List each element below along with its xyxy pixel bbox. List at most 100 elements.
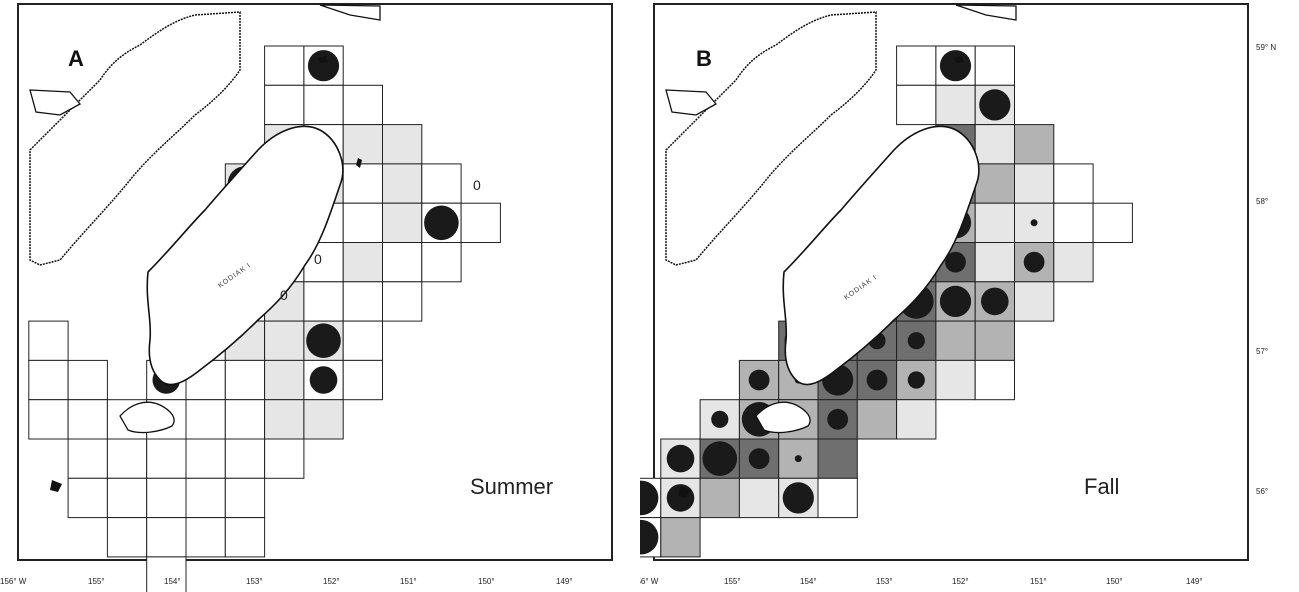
grid-cell	[896, 45, 937, 86]
catch-circle	[702, 441, 738, 476]
catch-circle	[794, 455, 802, 463]
catch-circle	[981, 287, 1009, 316]
grid-cell	[146, 517, 187, 558]
catch-circle	[939, 285, 972, 317]
grid-cell	[382, 281, 423, 322]
grid-cell	[303, 281, 344, 322]
catch-circle	[666, 444, 695, 473]
grid-cell	[699, 477, 740, 519]
catch-circle	[827, 408, 849, 430]
grid-cell	[67, 359, 108, 401]
longitude-labels-a: 156° W 155° 154° 153° 152° 151° 150° 149…	[0, 577, 573, 586]
grid-cell	[342, 124, 384, 165]
grid-cell	[382, 124, 423, 165]
zero-mark: 0	[280, 287, 288, 303]
grid-cell	[185, 399, 226, 440]
catch-circle	[907, 332, 925, 350]
grid-cell	[974, 242, 1016, 283]
grid-cell	[342, 163, 384, 204]
grid-cell	[28, 320, 69, 361]
lon-label: 153°	[876, 577, 893, 586]
panel-letter: A	[68, 46, 84, 71]
zero-mark: 0	[314, 251, 322, 267]
grid-cell	[1014, 163, 1055, 204]
grid-cell	[106, 438, 148, 479]
catch-circle	[945, 251, 966, 273]
grid-cell	[974, 45, 1016, 86]
grid-cell	[1014, 124, 1055, 165]
season-label: Summer	[470, 474, 553, 499]
grid-cell	[421, 242, 462, 283]
lat-label: 56°	[1256, 487, 1268, 496]
grid-cell	[856, 399, 898, 440]
longitude-labels-b: 156° W 155° 154° 153° 152° 151° 150° 149…	[640, 577, 1203, 586]
grid-cell	[738, 477, 780, 519]
catch-circle	[640, 519, 659, 555]
lon-label: 153°	[246, 577, 263, 586]
grid-cell	[896, 84, 937, 126]
grid-cell	[106, 477, 148, 519]
catch-circle	[907, 371, 925, 389]
catch-circle	[1023, 251, 1045, 273]
grid-cell	[382, 202, 423, 243]
grid-cell	[146, 556, 187, 592]
grid-cell	[185, 438, 226, 479]
grid-cell	[935, 359, 976, 401]
grid-cell	[974, 320, 1016, 361]
grid-cell	[896, 399, 937, 440]
grid-cell	[67, 399, 108, 440]
lon-label: 156° W	[0, 577, 27, 586]
grid-cell	[342, 320, 384, 361]
lat-label: 59° N	[1256, 43, 1276, 52]
season-label: Fall	[1084, 474, 1119, 499]
map-panel-b: B Fall KODIAK I 59° N 58° 57° 56° 156° W…	[640, 0, 1299, 592]
grid-cell	[224, 359, 266, 401]
map-panel-a: A Summer KODIAK I 0 0 0 156° W 155° 154°…	[0, 0, 640, 592]
catch-circle	[866, 369, 888, 391]
grid-cell	[817, 438, 858, 479]
grid-cell	[185, 517, 226, 558]
grid-cell	[264, 320, 305, 361]
lon-label: 150°	[1106, 577, 1123, 586]
grid-cell	[264, 45, 305, 86]
latitude-labels-b: 59° N 58° 57° 56°	[1256, 43, 1276, 496]
grid-cell	[974, 124, 1016, 165]
map-b-svg: B Fall KODIAK I 59° N 58° 57° 56° 156° W…	[640, 3, 1276, 586]
grid-cell	[974, 163, 1016, 204]
lon-label: 149°	[1186, 577, 1203, 586]
grid-cell	[106, 517, 148, 558]
grid-cell	[28, 399, 69, 440]
grid-cell	[185, 477, 226, 519]
map-frame	[653, 3, 1249, 561]
grid-cell	[342, 359, 384, 401]
grid-cell	[974, 359, 1016, 401]
grid-cell	[1053, 202, 1094, 243]
catch-circle	[424, 205, 459, 241]
grid-cell	[224, 477, 266, 519]
panel-letter: B	[696, 46, 712, 71]
lon-label: 155°	[724, 577, 741, 586]
lon-label: 151°	[1030, 577, 1047, 586]
catch-circle	[939, 50, 972, 82]
grid-cell	[342, 242, 384, 283]
grid-cell	[935, 320, 976, 361]
catch-circle	[748, 369, 770, 391]
lon-label: 156° W	[640, 577, 659, 586]
grid-cell	[264, 399, 305, 440]
lon-label: 151°	[400, 577, 417, 586]
lon-label: 152°	[323, 577, 340, 586]
catch-circle	[306, 323, 341, 359]
grid-cell	[817, 477, 858, 519]
grid-cell	[660, 517, 701, 558]
catch-circle	[1030, 219, 1038, 227]
coastline-a	[29, 4, 381, 492]
lat-label: 57°	[1256, 347, 1268, 356]
catch-circle	[640, 480, 659, 516]
grid-cell	[1053, 163, 1094, 204]
grid-cell	[264, 438, 305, 479]
grid-cell	[342, 202, 384, 243]
map-frame	[17, 3, 613, 561]
grid-cell	[146, 438, 187, 479]
catch-circle	[979, 89, 1011, 121]
grid-cell	[28, 359, 69, 401]
